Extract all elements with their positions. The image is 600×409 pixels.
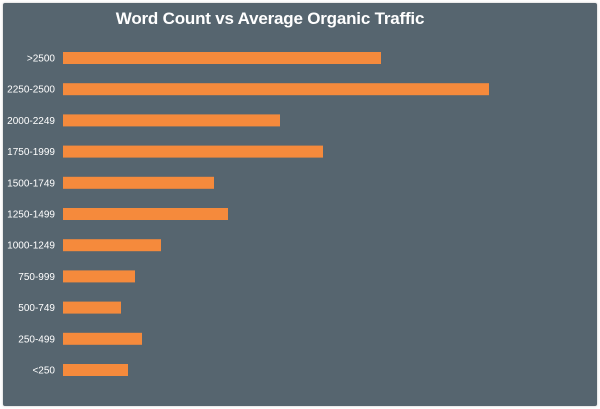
category-label: 500-749 [18, 303, 55, 314]
category-label: 1750-1999 [7, 147, 55, 158]
bar [63, 301, 121, 314]
bar [63, 83, 489, 96]
category-label: 1000-1249 [7, 241, 55, 252]
category-label: <250 [32, 366, 55, 377]
category-label: 750-999 [18, 272, 55, 283]
category-label: 2000-2249 [7, 116, 55, 127]
category-label: 1500-1749 [7, 178, 55, 189]
bar [63, 176, 214, 189]
category-label: 2250-2500 [7, 85, 55, 96]
bar [63, 208, 228, 220]
category-label: >2500 [27, 54, 56, 65]
category-label: 1250-1499 [7, 210, 55, 221]
bar [63, 239, 161, 252]
bar [63, 114, 280, 127]
bar [63, 270, 135, 283]
chart-title: Word Count vs Average Organic Traffic [115, 9, 425, 28]
category-label: 250-499 [18, 334, 55, 345]
bar [63, 364, 128, 376]
bar [63, 52, 381, 64]
bar [63, 332, 142, 345]
bar [63, 145, 323, 158]
